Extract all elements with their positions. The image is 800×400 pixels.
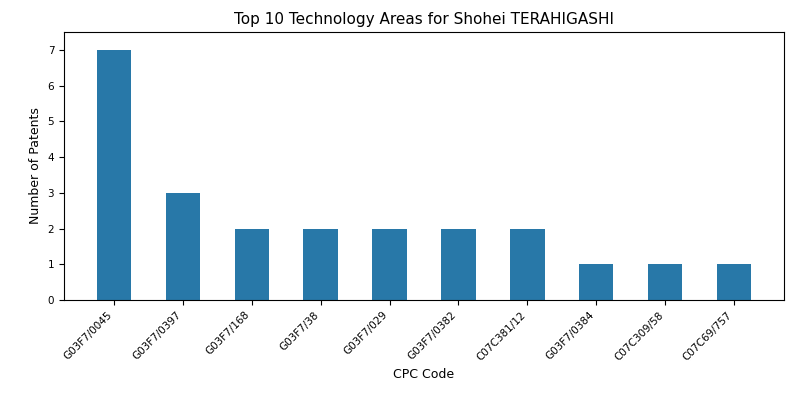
Bar <box>372 228 406 300</box>
Bar <box>166 193 200 300</box>
X-axis label: CPC Code: CPC Code <box>394 368 454 381</box>
Bar <box>97 50 131 300</box>
Bar <box>442 228 476 300</box>
Bar <box>510 228 545 300</box>
Title: Top 10 Technology Areas for Shohei TERAHIGASHI: Top 10 Technology Areas for Shohei TERAH… <box>234 12 614 27</box>
Bar <box>648 264 682 300</box>
Bar <box>717 264 751 300</box>
Bar <box>234 228 269 300</box>
Bar <box>579 264 614 300</box>
Bar <box>303 228 338 300</box>
Y-axis label: Number of Patents: Number of Patents <box>29 108 42 224</box>
